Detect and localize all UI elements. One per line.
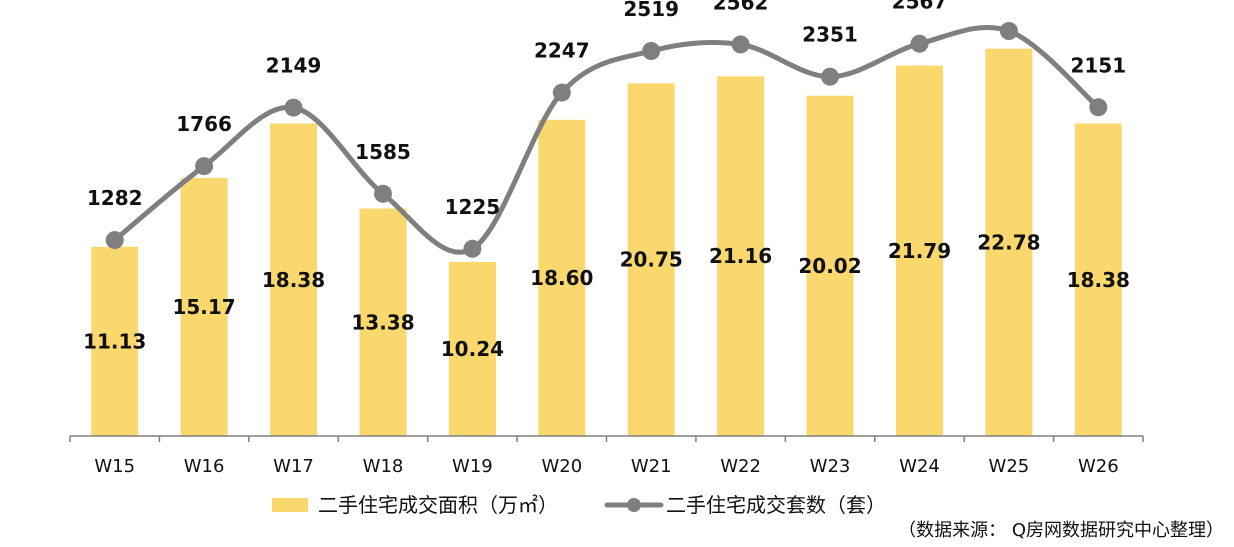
x-tick-label-W23: W23	[810, 456, 851, 477]
x-tick-label-W25: W25	[989, 456, 1030, 477]
line-label-W24: 2567	[892, 0, 948, 14]
line-point-W21	[642, 42, 661, 60]
line-label-W18: 1585	[355, 140, 411, 164]
bar-W15	[91, 246, 139, 436]
x-tick-label-W22: W22	[720, 456, 761, 477]
bar-label-W15: 11.13	[83, 329, 146, 353]
line-point-W15	[105, 231, 124, 250]
x-axis: W15 W16 W17 W18 W19 W20 W21 W22 W23 W24 W25 W26	[69, 435, 1144, 477]
bar-W21	[627, 83, 675, 437]
bar-label-W26: 18.38	[1067, 268, 1130, 292]
x-tick-label-W17: W17	[273, 456, 314, 477]
line-point-W17	[284, 98, 303, 117]
bar-W26	[1074, 123, 1122, 436]
bar-label-W22: 21.16	[709, 244, 772, 268]
line-label-W15: 1282	[87, 186, 143, 210]
line-label-W21: 2519	[623, 0, 679, 21]
x-tick-label-W20: W20	[541, 456, 582, 477]
x-tick-label-W15: W15	[94, 456, 135, 477]
bar-series	[91, 48, 1122, 437]
line-point-W26	[1089, 98, 1108, 117]
line-point-W18	[374, 184, 392, 203]
bar-label-W21: 20.75	[620, 248, 683, 272]
bar-W23	[806, 95, 854, 436]
line-data-labels: 1282 1766 2149 1585 1225 2247 2519 2562 2351 2567…	[87, 0, 1126, 219]
legend-line-label: 二手住宅成交套数（套）	[666, 493, 886, 517]
bar-label-W25: 22.78	[977, 230, 1040, 254]
bar-W24	[896, 65, 943, 436]
source-note: （数据来源： Q房网数据研究中心整理）	[898, 520, 1224, 541]
bar-W19	[448, 261, 496, 436]
line-label-W23: 2351	[802, 23, 858, 47]
bar-data-labels: 11.13 15.17 18.38 13.38 10.24 18.60 20.75 21.16…	[83, 230, 1130, 361]
bar-label-W17: 18.38	[262, 268, 325, 292]
bar-W18	[359, 208, 407, 436]
line-label-W17: 2149	[266, 54, 322, 78]
bar-label-W24: 21.79	[888, 239, 951, 263]
x-tick-label-W19: W19	[452, 456, 493, 477]
x-tick-label-W26: W26	[1078, 456, 1119, 477]
line-point-W25	[999, 22, 1018, 40]
x-tick-label-W16: W16	[184, 456, 225, 477]
line-label-W16: 1766	[176, 112, 232, 136]
line-path	[112, 25, 1101, 255]
line-point-W23	[821, 67, 839, 86]
x-tick-label-W18: W18	[363, 456, 404, 477]
bar-W20	[538, 119, 586, 437]
line-label-W22: 2562	[713, 0, 769, 14]
x-tick-label-W24: W24	[899, 456, 940, 477]
bar-W25	[985, 48, 1033, 436]
line-label-W19: 1225	[445, 195, 501, 219]
legend-bar-swatch	[272, 498, 308, 512]
bar-label-W23: 20.02	[798, 254, 861, 278]
line-point-W16	[195, 157, 214, 176]
bar-label-W20: 18.60	[530, 266, 593, 290]
line-point-W20	[552, 83, 571, 102]
line-series	[105, 22, 1108, 258]
x-tick-label-W21: W21	[631, 456, 672, 477]
line-point-W24	[910, 34, 929, 53]
legend: 二手住宅成交面积（万㎡） 二手住宅成交套数（套）	[272, 493, 886, 517]
line-label-W20: 2247	[534, 39, 590, 63]
bar-W22	[717, 76, 765, 437]
bar-W17	[270, 123, 317, 436]
bar-label-W18: 13.38	[351, 310, 414, 334]
line-label-W25: 2650	[981, 0, 1037, 1]
bar-label-W19: 10.24	[441, 337, 504, 361]
bar-label-W16: 15.17	[172, 295, 235, 319]
bar-W16	[180, 178, 228, 436]
legend-line-marker	[627, 498, 641, 512]
legend-bar-label: 二手住宅成交面积（万㎡）	[318, 493, 558, 517]
line-label-W26: 2151	[1070, 53, 1126, 77]
line-point-W19	[463, 239, 482, 258]
line-point-W22	[731, 35, 750, 54]
